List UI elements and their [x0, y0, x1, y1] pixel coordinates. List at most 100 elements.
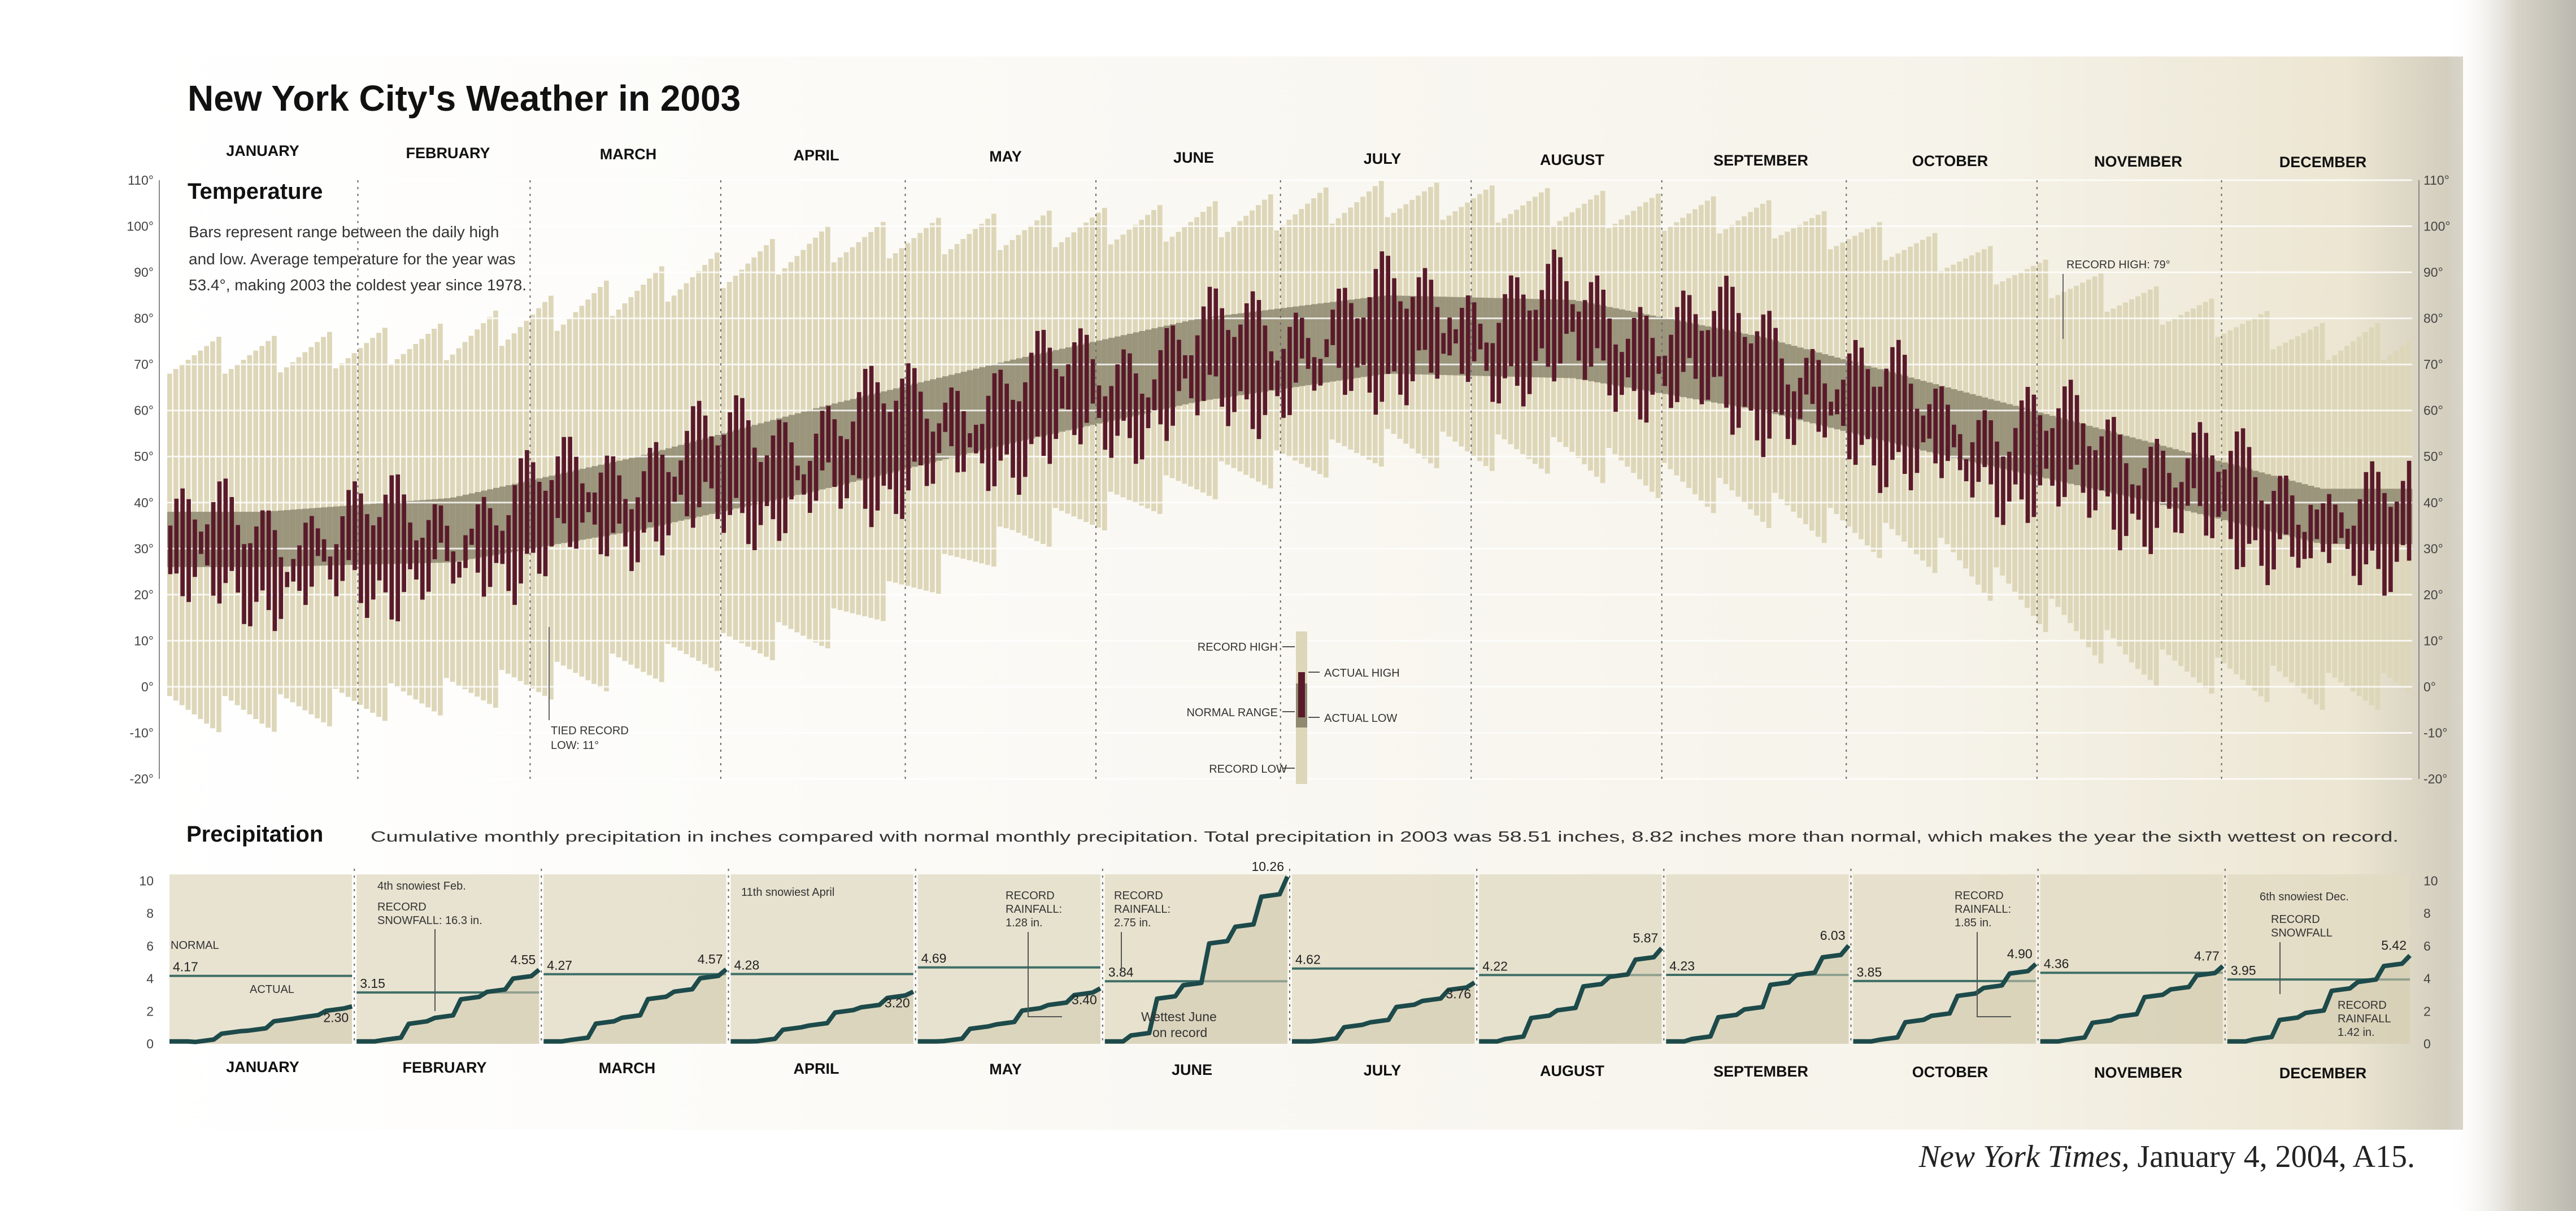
daily-temp-bar	[2185, 458, 2190, 506]
normal-range-day	[2135, 439, 2142, 499]
daily-temp-bar	[2234, 431, 2239, 569]
precip-jun-note-1: Wettest June	[1141, 1009, 1217, 1024]
daily-temp-bar	[1582, 300, 1587, 380]
temperature-legend: RECORD HIGH ACTUAL HIGH NORMAL RANGE ACT…	[1186, 631, 1400, 784]
daily-temp-bar	[1933, 389, 1938, 464]
precip-actual-line	[730, 990, 915, 1044]
daily-temp-bar	[199, 532, 203, 554]
precip-area	[2040, 966, 2223, 1044]
precip-panel: 4.17 2.30	[169, 874, 353, 1044]
temp-tick-right: 50°	[2423, 449, 2443, 464]
daily-temp-bar	[1853, 340, 1858, 465]
daily-temp-bar	[1927, 404, 1932, 439]
normal-range-day	[1827, 356, 1834, 428]
daily-temp-bar	[1656, 356, 1661, 374]
daily-temp-bar	[1712, 311, 1717, 377]
precip-month-mar: MARCH	[599, 1060, 656, 1077]
precip-actual-line	[2227, 953, 2412, 1044]
daily-temp-bar	[1878, 386, 1883, 493]
daily-temp-bar	[1884, 368, 1889, 487]
daily-temp-bar	[685, 430, 689, 516]
daily-temp-bar	[236, 525, 241, 593]
temp-tick-right: 0°	[2423, 679, 2436, 694]
daily-temp-bar	[647, 447, 652, 522]
precip-normal-value: 3.15	[360, 976, 385, 991]
precip-actual-line	[1853, 962, 2038, 1044]
page-edge-shadow	[2446, 0, 2576, 1211]
source-credit: New York Times, January 4, 2004, A15.	[1918, 1139, 2415, 1174]
credit-date: January 4, 2004, A15.	[2137, 1139, 2415, 1174]
daily-temp-bar	[2253, 477, 2258, 541]
daily-temp-bar	[2007, 451, 2012, 502]
daily-temp-bar	[1337, 289, 1341, 368]
temp-tick-left: 80°	[134, 311, 154, 326]
daily-temp-bar	[1349, 303, 1354, 391]
daily-temp-bar	[2198, 422, 2203, 506]
daily-temp-bar	[186, 499, 191, 602]
precip-area	[1292, 982, 1475, 1044]
temp-tick-left: 60°	[134, 403, 154, 418]
precip-actual-line	[2040, 964, 2225, 1044]
daily-temp-bar	[438, 505, 443, 543]
month-label-jan: JANUARY	[226, 142, 299, 159]
temp-tick-left: -10°	[130, 726, 154, 740]
precip-normal-value: 4.17	[173, 960, 198, 974]
daily-temp-bar	[1798, 377, 1803, 419]
daily-temp-bar	[2050, 428, 2055, 486]
temp-tick-left: -20°	[130, 772, 154, 786]
precip-jun-record-2: RAINFALL:	[1114, 903, 1170, 916]
precip-actual-value: 3.76	[1446, 987, 1471, 1001]
daily-temp-bar	[414, 540, 419, 580]
temp-tick-left: 10°	[134, 633, 154, 648]
month-label-may: MAY	[989, 148, 1022, 165]
daily-temp-bar	[2099, 436, 2104, 490]
precip-actual-value: 10.26	[1251, 859, 1284, 874]
daily-temp-bar	[1595, 275, 1600, 349]
precip-actual-value: 3.20	[885, 996, 910, 1010]
daily-temp-bar	[1139, 394, 1145, 460]
precip-panel: 4.23 6.03	[1663, 869, 1851, 1044]
daily-temp-bar	[795, 465, 800, 481]
month-label-aug: AUGUST	[1540, 151, 1605, 168]
precip-oct-leader	[1977, 932, 2011, 1017]
precip-panel: 4.27 4.57	[541, 869, 728, 1044]
daily-temp-bar	[568, 437, 572, 547]
daily-temp-bar	[1152, 379, 1157, 411]
daily-temp-bar	[525, 450, 529, 554]
precip-month-apr: APRIL	[794, 1060, 839, 1077]
daily-temp-bar	[968, 433, 972, 447]
precip-month-dec: DECEMBER	[2279, 1065, 2367, 1082]
daily-temp-bar	[389, 475, 394, 620]
precip-normal-value: 4.36	[2044, 956, 2069, 971]
precip-actual-line	[1479, 947, 1664, 1044]
temp-tick-left: 30°	[134, 541, 154, 556]
daily-temp-bar	[1478, 324, 1483, 350]
temp-tick-right: 30°	[2423, 541, 2443, 556]
daily-temp-bar	[1115, 364, 1120, 436]
daily-temp-bar	[592, 493, 597, 525]
daily-temp-bar	[1552, 249, 1556, 382]
precip-panel: 4.69 3.40	[915, 869, 1102, 1044]
daily-temp-bar	[1786, 384, 1790, 439]
daily-temp-bar	[2382, 493, 2387, 596]
precip-month-jan: JANUARY	[226, 1058, 299, 1075]
daily-temp-bar	[1084, 334, 1089, 423]
daily-temp-bar	[402, 494, 406, 593]
daily-temp-bar	[1699, 330, 1704, 404]
daily-temp-bar	[420, 538, 425, 600]
daily-temp-bar	[1226, 330, 1230, 426]
normal-range-day	[2301, 484, 2308, 540]
daily-temp-bar	[1299, 317, 1304, 359]
daily-temp-bar	[678, 460, 683, 495]
daily-temp-bar	[2265, 504, 2270, 585]
daily-temp-bar	[1847, 353, 1852, 460]
precip-actual-value: 5.42	[2381, 938, 2407, 953]
precip-dec-rain-1: RECORD	[2338, 999, 2387, 1012]
daily-temp-bar	[715, 445, 720, 519]
daily-temp-bar	[1638, 307, 1643, 420]
temp-tick-left: 70°	[134, 357, 154, 372]
normal-range-day	[468, 493, 475, 559]
daily-temp-bar	[315, 528, 320, 556]
daily-temp-bar	[2204, 433, 2209, 536]
precipitation-description: Cumulative monthly precipitation in inch…	[371, 828, 2399, 845]
